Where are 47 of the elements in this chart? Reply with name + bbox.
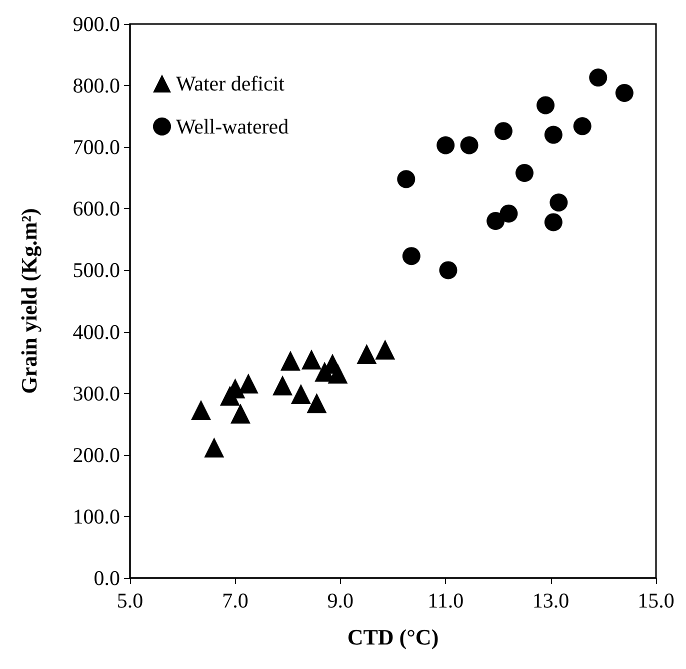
point [230, 404, 250, 424]
point [516, 164, 534, 182]
point [550, 194, 568, 212]
point [494, 122, 512, 140]
y-tick-label: 100.0 [72, 504, 120, 528]
point [500, 204, 518, 223]
point [280, 350, 300, 371]
y-tick-label: 300.0 [72, 381, 120, 406]
point [460, 136, 478, 154]
y-tick-label: 500.0 [72, 258, 120, 282]
point [328, 364, 348, 384]
y-tick-label: 800.0 [72, 74, 120, 98]
point [397, 170, 416, 188]
y-tick-label: 200.0 [72, 442, 120, 467]
y-tick-label: 700.0 [72, 135, 120, 160]
y-tick-label: 0.0 [94, 566, 120, 590]
x-tick-label: 13.0 [532, 588, 570, 612]
x-tick-label: 11.0 [428, 588, 464, 612]
y-tick-label: 600.0 [72, 196, 120, 221]
point [589, 68, 608, 87]
point [436, 136, 455, 154]
x-tick-label: 5.0 [116, 588, 144, 612]
point [544, 213, 562, 232]
x-axis-title: CTD (°C) [347, 624, 439, 650]
legend-label: Well-watered [176, 114, 290, 138]
point [544, 126, 562, 144]
point [402, 247, 420, 266]
point [272, 375, 293, 396]
y-axis-title: Grain yield (Kg.m²) [16, 208, 42, 394]
point [375, 340, 396, 360]
point [573, 117, 592, 136]
legend-label: Water deficit [176, 72, 285, 96]
point [356, 344, 377, 364]
x-tick-label: 15.0 [638, 588, 674, 612]
y-tick-label: 900.0 [72, 12, 120, 36]
point [301, 349, 322, 370]
point [615, 84, 634, 102]
point [306, 393, 327, 414]
point [536, 96, 555, 114]
point [204, 438, 224, 458]
y-tick-label: 400.0 [72, 320, 120, 344]
x-tick-label: 9.0 [327, 588, 354, 612]
point [191, 400, 212, 420]
x-tick-label: 7.0 [222, 588, 248, 612]
point [486, 212, 505, 230]
point [290, 384, 311, 404]
point [439, 261, 458, 280]
